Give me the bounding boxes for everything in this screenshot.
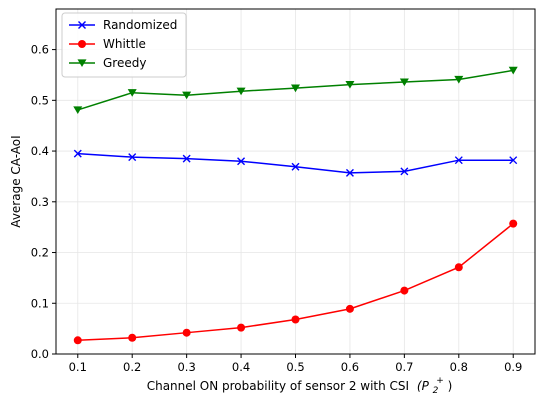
data-point-whittle	[182, 328, 191, 337]
y-tick-label: 0.5	[31, 93, 49, 107]
y-tick-label: 0.4	[31, 144, 49, 158]
x-axis-label-sub: 2	[433, 386, 439, 396]
series-layer	[73, 66, 518, 345]
legend-marker-randomized	[78, 21, 86, 29]
series-whittle	[73, 219, 518, 345]
x-axis-label: Channel ON probability of sensor 2 with …	[147, 372, 453, 396]
legend-item-randomized: Randomized	[69, 18, 177, 32]
legend-marker-greedy	[77, 59, 87, 68]
data-point-whittle	[291, 315, 300, 324]
data-point-greedy	[73, 106, 83, 115]
data-point-randomized	[454, 156, 463, 165]
grid	[56, 9, 535, 355]
data-point-greedy	[345, 80, 355, 89]
x-axis-label-math: (P	[417, 379, 430, 393]
legend: Randomized Whittle Greedy	[61, 12, 187, 78]
legend-marker-whittle	[78, 40, 86, 48]
data-point-randomized	[509, 156, 518, 165]
x-axis-label-close: )	[448, 379, 453, 393]
data-point-randomized	[345, 168, 354, 177]
x-tick-label: 0.9	[504, 360, 522, 374]
y-axis-label: Average CA-AoI	[9, 135, 23, 227]
y-tick-label: 0.1	[31, 296, 49, 310]
data-point-randomized	[128, 153, 137, 162]
x-axis-label-text: Channel ON probability of sensor 2 with …	[147, 379, 409, 393]
series-randomized	[73, 149, 518, 177]
legend-item-greedy: Greedy	[69, 56, 146, 70]
data-point-whittle	[509, 219, 518, 228]
x-tick-label: 0.8	[450, 360, 468, 374]
data-point-greedy	[454, 75, 464, 84]
y-tick-label: 0.2	[31, 246, 49, 260]
data-point-whittle	[237, 323, 246, 332]
data-point-randomized	[291, 162, 300, 171]
x-tick-label: 0.2	[123, 360, 141, 374]
data-point-greedy	[399, 78, 409, 87]
y-tick-label: 0.3	[31, 195, 49, 209]
data-point-whittle	[73, 336, 82, 345]
data-point-greedy	[182, 91, 192, 100]
data-point-greedy	[127, 89, 137, 97]
data-point-randomized	[400, 167, 409, 176]
ticks: 0.1 0.2 0.3 0.4 0.5 0.6 0.7 0.8 0.9 0.0 0.1 0.2 0.3 0…	[31, 43, 523, 374]
data-point-whittle	[345, 304, 354, 313]
x-tick-label: 0.4	[232, 360, 250, 374]
x-axis-label-sup: +	[436, 376, 444, 386]
data-point-greedy	[291, 84, 300, 93]
data-point-randomized	[182, 154, 191, 163]
x-tick-label: 0.3	[177, 360, 195, 374]
data-point-whittle	[128, 333, 137, 342]
data-point-randomized	[237, 157, 246, 166]
y-tick-label: 0.0	[31, 347, 49, 361]
series-greedy	[73, 66, 518, 115]
x-tick-label: 0.7	[395, 360, 413, 374]
legend-item-whittle: Whittle	[69, 37, 146, 51]
x-tick-label: 0.5	[286, 360, 304, 374]
x-tick-label: 0.1	[69, 360, 87, 374]
legend-label-whittle: Whittle	[103, 37, 146, 51]
data-point-whittle	[400, 286, 409, 295]
legend-label-randomized: Randomized	[103, 18, 177, 32]
legend-box	[61, 12, 187, 78]
y-tick-label: 0.6	[31, 43, 49, 57]
data-point-randomized	[73, 149, 82, 158]
data-point-whittle	[454, 263, 463, 272]
data-point-greedy	[508, 66, 518, 75]
data-point-greedy	[236, 87, 246, 96]
x-tick-label: 0.6	[341, 360, 359, 374]
legend-label-greedy: Greedy	[103, 56, 146, 70]
